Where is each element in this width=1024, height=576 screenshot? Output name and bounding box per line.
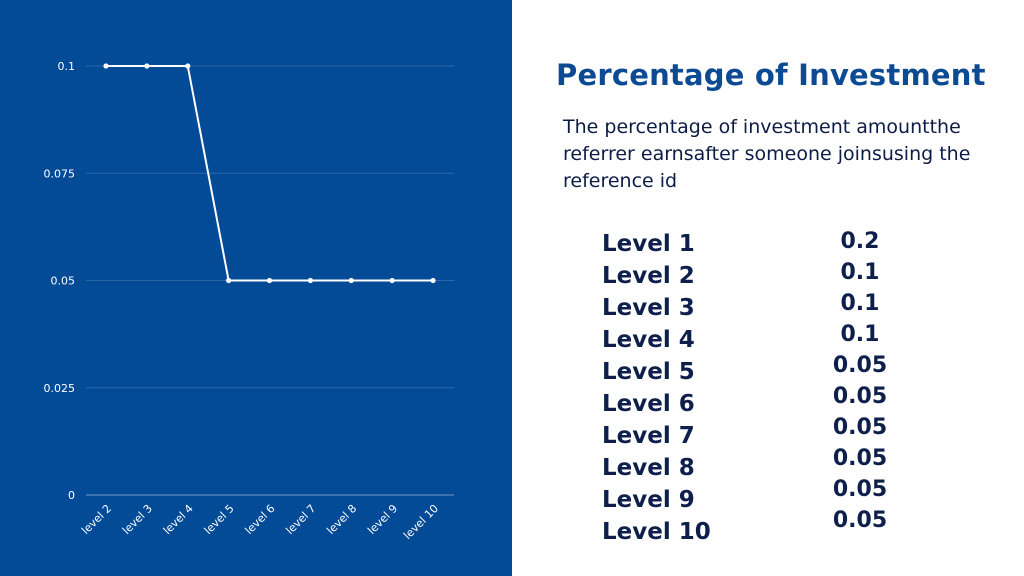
x-tick-label: level 6 xyxy=(243,502,278,537)
y-tick-label: 0.05 xyxy=(51,275,76,288)
level-label: Level 9 xyxy=(602,487,695,513)
data-point xyxy=(185,63,191,69)
data-point xyxy=(389,277,395,284)
page-title: Percentage of Investment xyxy=(556,58,986,92)
level-value: 0.05 xyxy=(832,477,888,502)
level-value: 0.05 xyxy=(832,384,888,409)
x-tick-label: level 5 xyxy=(202,502,237,537)
level-label: Level 8 xyxy=(602,455,695,481)
level-value: 0.05 xyxy=(832,415,888,440)
level-label: Level 6 xyxy=(602,391,695,417)
level-label: Level 1 xyxy=(602,231,695,257)
x-tick-label: level 9 xyxy=(365,502,400,537)
data-point xyxy=(144,63,150,69)
level-label: Level 7 xyxy=(602,423,695,449)
x-tick-label: level 10 xyxy=(401,502,441,542)
data-point xyxy=(103,63,109,69)
data-point xyxy=(226,277,232,284)
x-tick-label: level 4 xyxy=(161,502,196,537)
x-tick-label: level 2 xyxy=(79,502,114,537)
level-label: Level 4 xyxy=(602,327,695,353)
level-value: 0.1 xyxy=(840,322,880,347)
level-label: Level 5 xyxy=(602,359,695,385)
level-label: Level 10 xyxy=(602,519,711,545)
data-point xyxy=(348,277,354,284)
level-list: Level 1 Level 2 Level 3 Level 4 Level 5 … xyxy=(602,228,722,548)
y-tick-label: 0.1 xyxy=(58,60,76,73)
x-tick-label: level 8 xyxy=(324,502,359,537)
info-panel: Percentage of Investment The percentage … xyxy=(512,0,1024,576)
level-value: 0.05 xyxy=(832,508,888,533)
y-tick-label: 0.075 xyxy=(44,167,76,180)
y-tick-label: 0.025 xyxy=(44,382,76,395)
level-value: 0.1 xyxy=(840,291,880,316)
y-tick-label: 0 xyxy=(68,489,75,502)
level-value: 0.05 xyxy=(832,353,888,378)
data-point xyxy=(266,277,273,284)
data-point xyxy=(430,277,436,284)
description-text: The percentage of investment amountthe r… xyxy=(563,116,971,192)
value-list: 0.2 0.1 0.1 0.1 0.05 0.05 0.05 0.05 0.05… xyxy=(812,226,908,536)
x-tick-label: level 7 xyxy=(283,502,318,537)
data-point xyxy=(307,277,313,284)
x-tick-label: level 3 xyxy=(120,502,155,537)
level-label: Level 3 xyxy=(602,295,695,321)
level-label: Level 2 xyxy=(602,263,695,289)
level-value: 0.05 xyxy=(832,446,888,471)
level-value: 0.2 xyxy=(840,229,880,254)
level-value: 0.1 xyxy=(840,260,880,285)
